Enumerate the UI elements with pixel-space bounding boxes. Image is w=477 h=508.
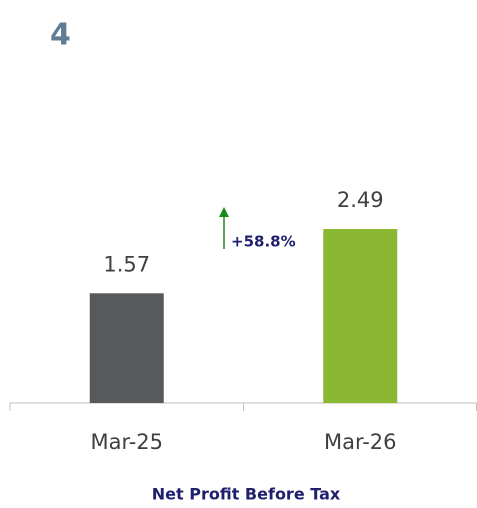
bar [323,229,398,403]
bar [89,293,164,403]
value-label: 2.49 [337,188,384,212]
panel-label: 4 [50,18,71,53]
value-label: 1.57 [103,252,150,276]
x-tick-label: Mar-25 [90,430,163,454]
annotation-arrowhead [219,207,229,217]
x-tick-label: Mar-26 [324,430,397,454]
chart-title: Net Profit Before Tax [152,485,341,504]
annotation: +58.8% [231,233,296,251]
